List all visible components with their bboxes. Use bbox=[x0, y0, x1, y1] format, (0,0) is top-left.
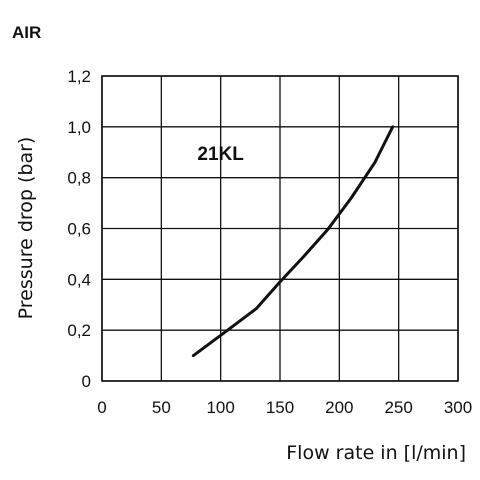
y-tick-label: 1,0 bbox=[67, 118, 91, 137]
y-tick-label: 0,6 bbox=[67, 220, 91, 239]
y-axis-label: Pressure drop (bar) bbox=[15, 137, 37, 320]
x-tick-label: 300 bbox=[444, 398, 472, 417]
x-tick-label: 100 bbox=[206, 398, 234, 417]
y-tick-label: 0,2 bbox=[67, 321, 91, 340]
x-tick-label: 0 bbox=[97, 398, 106, 417]
y-tick-label: 0,4 bbox=[67, 270, 91, 289]
x-tick-label: 50 bbox=[152, 398, 171, 417]
x-tick-label: 150 bbox=[266, 398, 294, 417]
grid bbox=[101, 75, 459, 382]
x-tick-label: 200 bbox=[325, 398, 353, 417]
chart-title: AIR bbox=[12, 23, 41, 42]
x-axis-label: Flow rate in [l/min] bbox=[286, 442, 466, 464]
tick-labels: 0 50 100 150 200 250 300 0 0,2 0,4 0,6 0,8 1,0 1,2 bbox=[67, 67, 472, 417]
y-tick-label: 1,2 bbox=[67, 67, 91, 86]
series-line-21KL bbox=[191, 125, 395, 358]
y-tick-label: 0,8 bbox=[67, 169, 91, 188]
series: 21KL bbox=[191, 125, 395, 358]
x-tick-label: 250 bbox=[384, 398, 412, 417]
series-label: 21KL bbox=[197, 144, 244, 165]
plot-frame bbox=[101, 75, 459, 382]
y-tick-label: 0 bbox=[82, 372, 91, 391]
